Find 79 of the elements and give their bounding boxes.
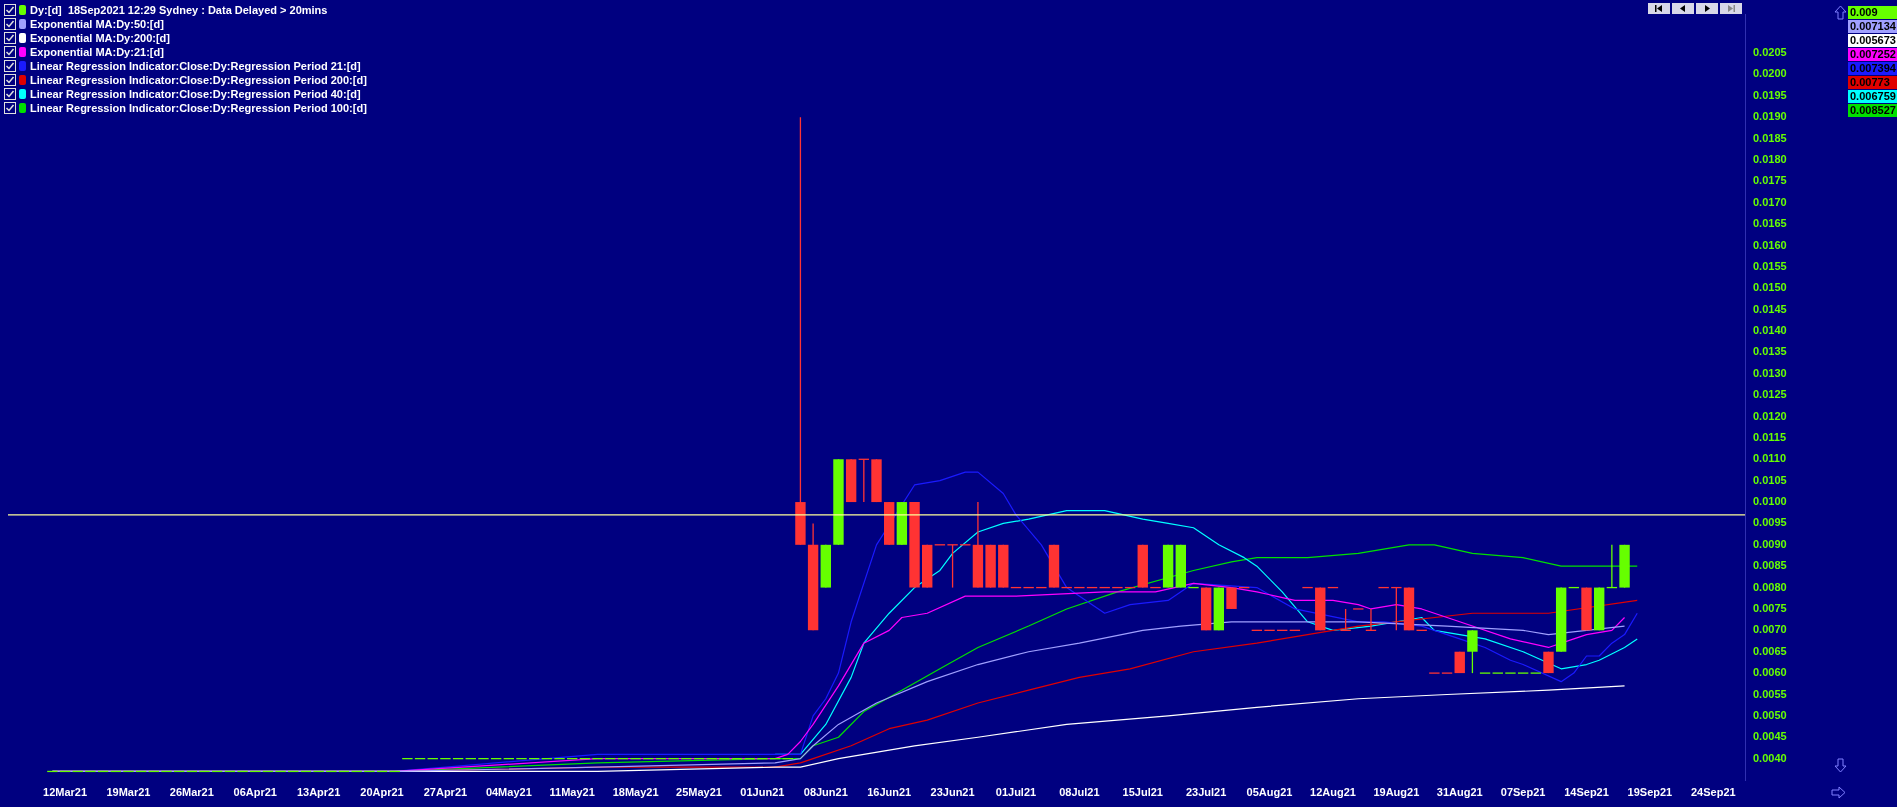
text: 0.007394	[1848, 62, 1897, 75]
x-tick-label: 13Apr21	[296, 785, 341, 798]
x-tick-label: 06Apr21	[233, 785, 277, 798]
text: 0.007252	[1848, 48, 1897, 61]
x-tick-label: 07Sep21	[1500, 785, 1546, 798]
y-tick-label: 0.0150	[1753, 281, 1787, 294]
y-tick-label: 0.0060	[1753, 666, 1787, 679]
x-tick-label: 18May21	[612, 785, 659, 798]
y-tick-label: 0.0095	[1753, 516, 1787, 529]
x-tick-label: 19Mar21	[106, 785, 151, 798]
text: 0.006759	[1848, 90, 1897, 103]
y-tick-label: 0.0185	[1753, 131, 1787, 144]
x-tick-label: 05Aug21	[1246, 785, 1293, 798]
x-tick-label: 20Apr21	[360, 785, 404, 798]
text: 0.005673	[1848, 34, 1897, 47]
y-tick-label: 0.0195	[1753, 88, 1787, 101]
x-tick-label: 12Mar21	[43, 785, 88, 798]
y-tick-label: 0.0190	[1753, 110, 1787, 123]
y-tick-label: 0.0105	[1753, 473, 1787, 486]
y-tick-label: 0.0050	[1753, 708, 1787, 721]
y-tick-label: 0.0075	[1753, 601, 1787, 614]
y-tick-label: 0.0155	[1753, 259, 1787, 272]
x-tick-label: 08Jul21	[1059, 785, 1100, 798]
y-tick-label: 0.0065	[1753, 644, 1787, 657]
y-tick-label: 0.0135	[1753, 345, 1787, 358]
y-tick-label: 0.0180	[1753, 153, 1787, 166]
legend-label: Exponential MA:Dy:50:[d]	[30, 18, 164, 30]
y-tick-label: 0.0175	[1753, 174, 1787, 187]
y-tick-label: 0.0100	[1753, 495, 1787, 508]
text: 0.00773	[1848, 76, 1897, 89]
y-tick-label: 0.0165	[1753, 217, 1787, 230]
x-tick-label: 23Jun21	[930, 785, 975, 798]
legend-label: Exponential MA:Dy:21:[d]	[30, 46, 164, 58]
candlestick	[795, 116, 806, 546]
y-tick-label: 0.0115	[1753, 430, 1787, 443]
y-tick-label: 0.0170	[1753, 195, 1787, 208]
x-tick-label: 15Jul21	[1122, 785, 1163, 798]
x-tick-label: 08Jun21	[803, 785, 848, 798]
x-tick-label: 19Aug21	[1373, 785, 1420, 798]
y-tick-label: 0.0145	[1753, 302, 1787, 315]
legend-label: Linear Regression Indicator:Close:Dy:Regression Period 200:[d]	[30, 74, 367, 86]
y-tick-label: 0.0125	[1753, 388, 1787, 401]
x-tick-label: 31Aug21	[1436, 785, 1483, 798]
x-tick-label: 14Sep21	[1564, 785, 1609, 798]
x-tick-label: 04May21	[485, 785, 532, 798]
y-tick-label: 0.0130	[1753, 366, 1787, 379]
y-tick-label: 0.0140	[1753, 324, 1787, 337]
text: 0.007134	[1848, 20, 1897, 33]
legend-label: Linear Regression Indicator:Close:Dy:Regression Period 100:[d]	[30, 102, 367, 114]
x-tick-label: 16Jun21	[867, 785, 912, 798]
y-tick-label: 0.0090	[1753, 537, 1787, 550]
y-tick-label: 0.0200	[1753, 67, 1787, 80]
candlestick	[1467, 629, 1478, 674]
legend-label: Linear Regression Indicator:Close:Dy:Regression Period 21:[d]	[30, 60, 361, 72]
x-tick-label: 23Jul21	[1185, 785, 1227, 798]
x-tick-label: 26Mar21	[169, 785, 214, 798]
x-tick-label: 24Sep21	[1690, 785, 1736, 798]
x-tick-label: 25May21	[676, 785, 722, 798]
y-tick-label: 0.0045	[1753, 730, 1787, 743]
y-tick-label: 0.0110	[1753, 452, 1787, 465]
y-tick-label: 0.0070	[1753, 623, 1787, 636]
y-tick-label: 0.0160	[1753, 238, 1787, 251]
y-tick-label: 0.0120	[1753, 409, 1787, 422]
x-tick-label: 27Apr21	[423, 785, 468, 798]
x-tick-label: 19Sep21	[1627, 785, 1673, 798]
y-tick-label: 0.0205	[1753, 46, 1787, 59]
x-tick-label: 12Aug21	[1310, 785, 1356, 798]
x-tick-label: 11May21	[549, 785, 595, 798]
y-tick-label: 0.0040	[1753, 751, 1787, 764]
x-tick-label: 01Jul21	[995, 785, 1037, 798]
legend-label: Linear Regression Indicator:Close:Dy:Regression Period 40:[d]	[30, 88, 361, 100]
y-tick-label: 0.0085	[1753, 559, 1787, 572]
legend-label: Exponential MA:Dy:200:[d]	[30, 32, 170, 44]
y-tick-label: 0.0080	[1753, 580, 1787, 593]
text: 0.008527	[1848, 104, 1897, 117]
y-tick-label: 0.0055	[1753, 687, 1787, 700]
chart-title: Dy:[d] 18Sep2021 12:29 Sydney : Data Delayed > 20mins	[30, 4, 328, 16]
x-tick-label: 01Jun21	[740, 785, 785, 798]
text: 0.009	[1848, 6, 1897, 19]
